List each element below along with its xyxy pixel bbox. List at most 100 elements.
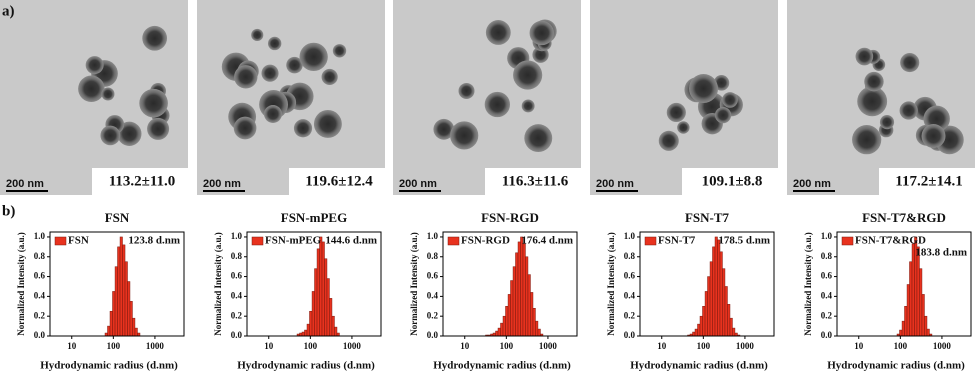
y-tick-label: 0.2: [624, 310, 636, 320]
bar: [331, 315, 335, 337]
x-axis-label: Hydrodynamic radius (d.nm): [433, 360, 571, 372]
y-tick-label: 1.0: [34, 231, 46, 241]
annotation: 144.6 d.nm: [325, 235, 377, 247]
particle: [85, 56, 104, 75]
bar: [329, 298, 333, 337]
x-tick-label: 100: [107, 341, 121, 351]
y-tick-label: 0.8: [624, 251, 636, 261]
size-box: [682, 168, 778, 195]
legend-label: FSN-T7&RGD: [855, 235, 926, 247]
y-axis-label: Normalized Intensity (a.u.): [16, 232, 26, 336]
particle: [139, 88, 168, 118]
bar: [112, 291, 116, 337]
bar: [311, 291, 315, 337]
size-box: [92, 168, 188, 195]
x-tick-label: 10: [657, 341, 667, 351]
bar: [535, 320, 539, 337]
bar: [109, 310, 113, 337]
bar: [532, 308, 536, 337]
bar: [904, 306, 908, 337]
bar: [326, 278, 330, 337]
particle: [677, 121, 690, 134]
bar: [911, 243, 915, 337]
legend-swatch: [447, 236, 460, 246]
legend-swatch: [841, 236, 854, 246]
bar: [119, 236, 123, 337]
x-tick-label: 1000: [146, 341, 165, 351]
bar: [919, 268, 923, 337]
y-axis-label: Normalized Intensity (a.u.): [213, 232, 223, 336]
particle: [299, 42, 328, 72]
y-tick-label: 0.8: [231, 251, 243, 261]
panel-label: a): [2, 3, 15, 19]
particle: [267, 36, 282, 51]
particle: [852, 125, 882, 155]
y-tick-label: 0.0: [624, 330, 636, 340]
x-tick-label: 10: [854, 341, 864, 351]
plot-frame: [639, 231, 775, 337]
chart-title: FSN-mPEG: [281, 210, 347, 225]
particle: [524, 124, 553, 153]
x-axis-label: Hydrodynamic radius (d.nm): [237, 360, 375, 372]
bar: [709, 261, 713, 337]
legend-swatch: [251, 236, 264, 246]
particle-size: 109.1±8.8: [702, 173, 763, 189]
particle: [458, 82, 475, 99]
bar: [321, 241, 325, 337]
plot-frame: [246, 231, 382, 337]
y-tick-label: 0.0: [427, 330, 439, 340]
legend-label: FSN-RGD: [461, 235, 510, 247]
bar: [724, 286, 728, 337]
annotation: 176.4 d.nm: [521, 235, 573, 247]
annotation: 123.8 d.nm: [128, 235, 180, 247]
bar: [306, 323, 310, 337]
size-box: [485, 168, 581, 195]
bar: [512, 266, 516, 337]
bar: [314, 268, 318, 337]
plot-frame: [49, 231, 185, 337]
particle: [101, 87, 115, 101]
bar: [694, 328, 698, 337]
bar: [334, 326, 338, 337]
x-tick-label: 100: [894, 341, 908, 351]
bar: [899, 329, 903, 337]
y-tick-label: 1.0: [821, 231, 833, 241]
y-tick-label: 1.0: [427, 231, 439, 241]
bar: [714, 236, 718, 337]
bar: [309, 310, 313, 337]
bar: [517, 241, 521, 337]
y-tick-label: 0.0: [34, 330, 46, 340]
particle: [855, 47, 874, 66]
legend-label: FSN-T7: [658, 235, 696, 247]
particle: [485, 20, 511, 45]
y-tick-label: 0.6: [624, 271, 636, 281]
bar: [926, 328, 930, 337]
bar: [525, 256, 529, 337]
y-tick-label: 0.4: [427, 290, 439, 300]
y-tick-label: 0.8: [427, 251, 439, 261]
y-tick-label: 1.0: [624, 231, 636, 241]
y-tick-label: 0.2: [34, 310, 46, 320]
particle: [864, 71, 884, 92]
bar: [729, 317, 733, 337]
bar: [704, 291, 708, 337]
bar: [909, 261, 913, 337]
bar: [127, 281, 131, 337]
y-tick-label: 0.8: [821, 251, 833, 261]
particle: [261, 64, 279, 82]
x-tick-label: 100: [500, 341, 514, 351]
bar: [324, 258, 328, 337]
bar: [906, 284, 910, 337]
bar: [527, 274, 531, 337]
scale-bar-label: 200 nm: [6, 178, 44, 190]
particle: [879, 115, 895, 130]
particle: [722, 92, 738, 108]
y-tick-label: 0.0: [231, 330, 243, 340]
y-tick-label: 0.6: [427, 271, 439, 281]
y-tick-label: 0.6: [34, 271, 46, 281]
bar: [122, 244, 126, 337]
particle: [921, 124, 946, 149]
bar: [699, 315, 703, 337]
y-tick-label: 1.0: [231, 231, 243, 241]
